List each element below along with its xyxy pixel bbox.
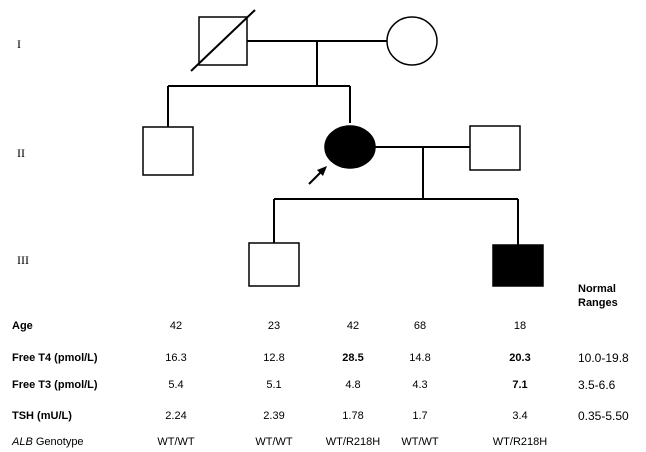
cell-ft4-1: 16.3 xyxy=(165,352,187,364)
gen3-affected-male xyxy=(492,244,544,287)
cell-ft3-5: 7.1 xyxy=(512,379,528,391)
row-label-tsh: TSH (mU/L) xyxy=(12,410,72,422)
cell-genotype-4: WT/WT xyxy=(401,436,439,448)
cell-age-2: 23 xyxy=(267,320,281,332)
cell-tsh-4: 1.7 xyxy=(412,410,428,422)
cell-age-1: 42 xyxy=(169,320,183,332)
generation-label-2: II xyxy=(17,146,25,160)
normal-ranges-header-line2: Ranges xyxy=(578,297,618,309)
cell-ft3-4: 4.3 xyxy=(412,379,428,391)
cell-ft3-3: 4.8 xyxy=(345,379,361,391)
cell-genotype-5: WT/R218H xyxy=(492,436,548,448)
cell-genotype-3: WT/R218H xyxy=(325,436,381,448)
cell-tsh-3: 1.78 xyxy=(342,410,364,422)
cell-tsh-1: 2.24 xyxy=(165,410,187,422)
generation-label-1: I xyxy=(17,37,21,51)
cell-tsh-5: 3.4 xyxy=(512,410,528,422)
cell-age-4: 68 xyxy=(413,320,427,332)
cell-ft4-4: 14.8 xyxy=(409,352,431,364)
cell-genotype-2: WT/WT xyxy=(255,436,293,448)
range-free-t4: 10.0-19.8 xyxy=(578,351,629,365)
cell-ft4-3: 28.5 xyxy=(342,352,364,364)
row-label-free-t4: Free T4 (pmol/L) xyxy=(12,352,98,364)
gen1-female xyxy=(386,16,438,66)
gen2-spouse-male xyxy=(469,125,521,171)
cell-ft3-2: 5.1 xyxy=(266,379,282,391)
cell-genotype-1: WT/WT xyxy=(157,436,195,448)
normal-ranges-header-line1: Normal xyxy=(578,283,616,295)
range-free-t3: 3.5-6.6 xyxy=(578,378,616,392)
cell-ft4-2: 12.8 xyxy=(263,352,285,364)
gene-name: ALB xyxy=(12,436,33,448)
cell-age-5: 18 xyxy=(513,320,527,332)
normal-ranges-header: Normal Ranges xyxy=(578,282,618,310)
range-tsh: 0.35-5.50 xyxy=(578,409,629,423)
row-label-age: Age xyxy=(12,320,33,332)
deceased-slash xyxy=(190,9,256,72)
genotype-label-suffix: Genotype xyxy=(32,436,84,448)
proband-arrow-head xyxy=(317,166,327,176)
cell-ft3-1: 5.4 xyxy=(168,379,184,391)
proband-affected-female xyxy=(324,125,376,169)
row-label-free-t3: Free T3 (pmol/L) xyxy=(12,379,98,391)
gen2-male xyxy=(142,126,194,176)
cell-tsh-2: 2.39 xyxy=(263,410,285,422)
pedigree-chart xyxy=(142,9,544,287)
cell-age-3: 42 xyxy=(346,320,360,332)
generation-label-3: III xyxy=(17,253,29,267)
row-label-genotype: ALB Genotype xyxy=(12,436,84,448)
cell-ft4-5: 20.3 xyxy=(509,352,531,364)
gen3-male xyxy=(248,242,300,287)
